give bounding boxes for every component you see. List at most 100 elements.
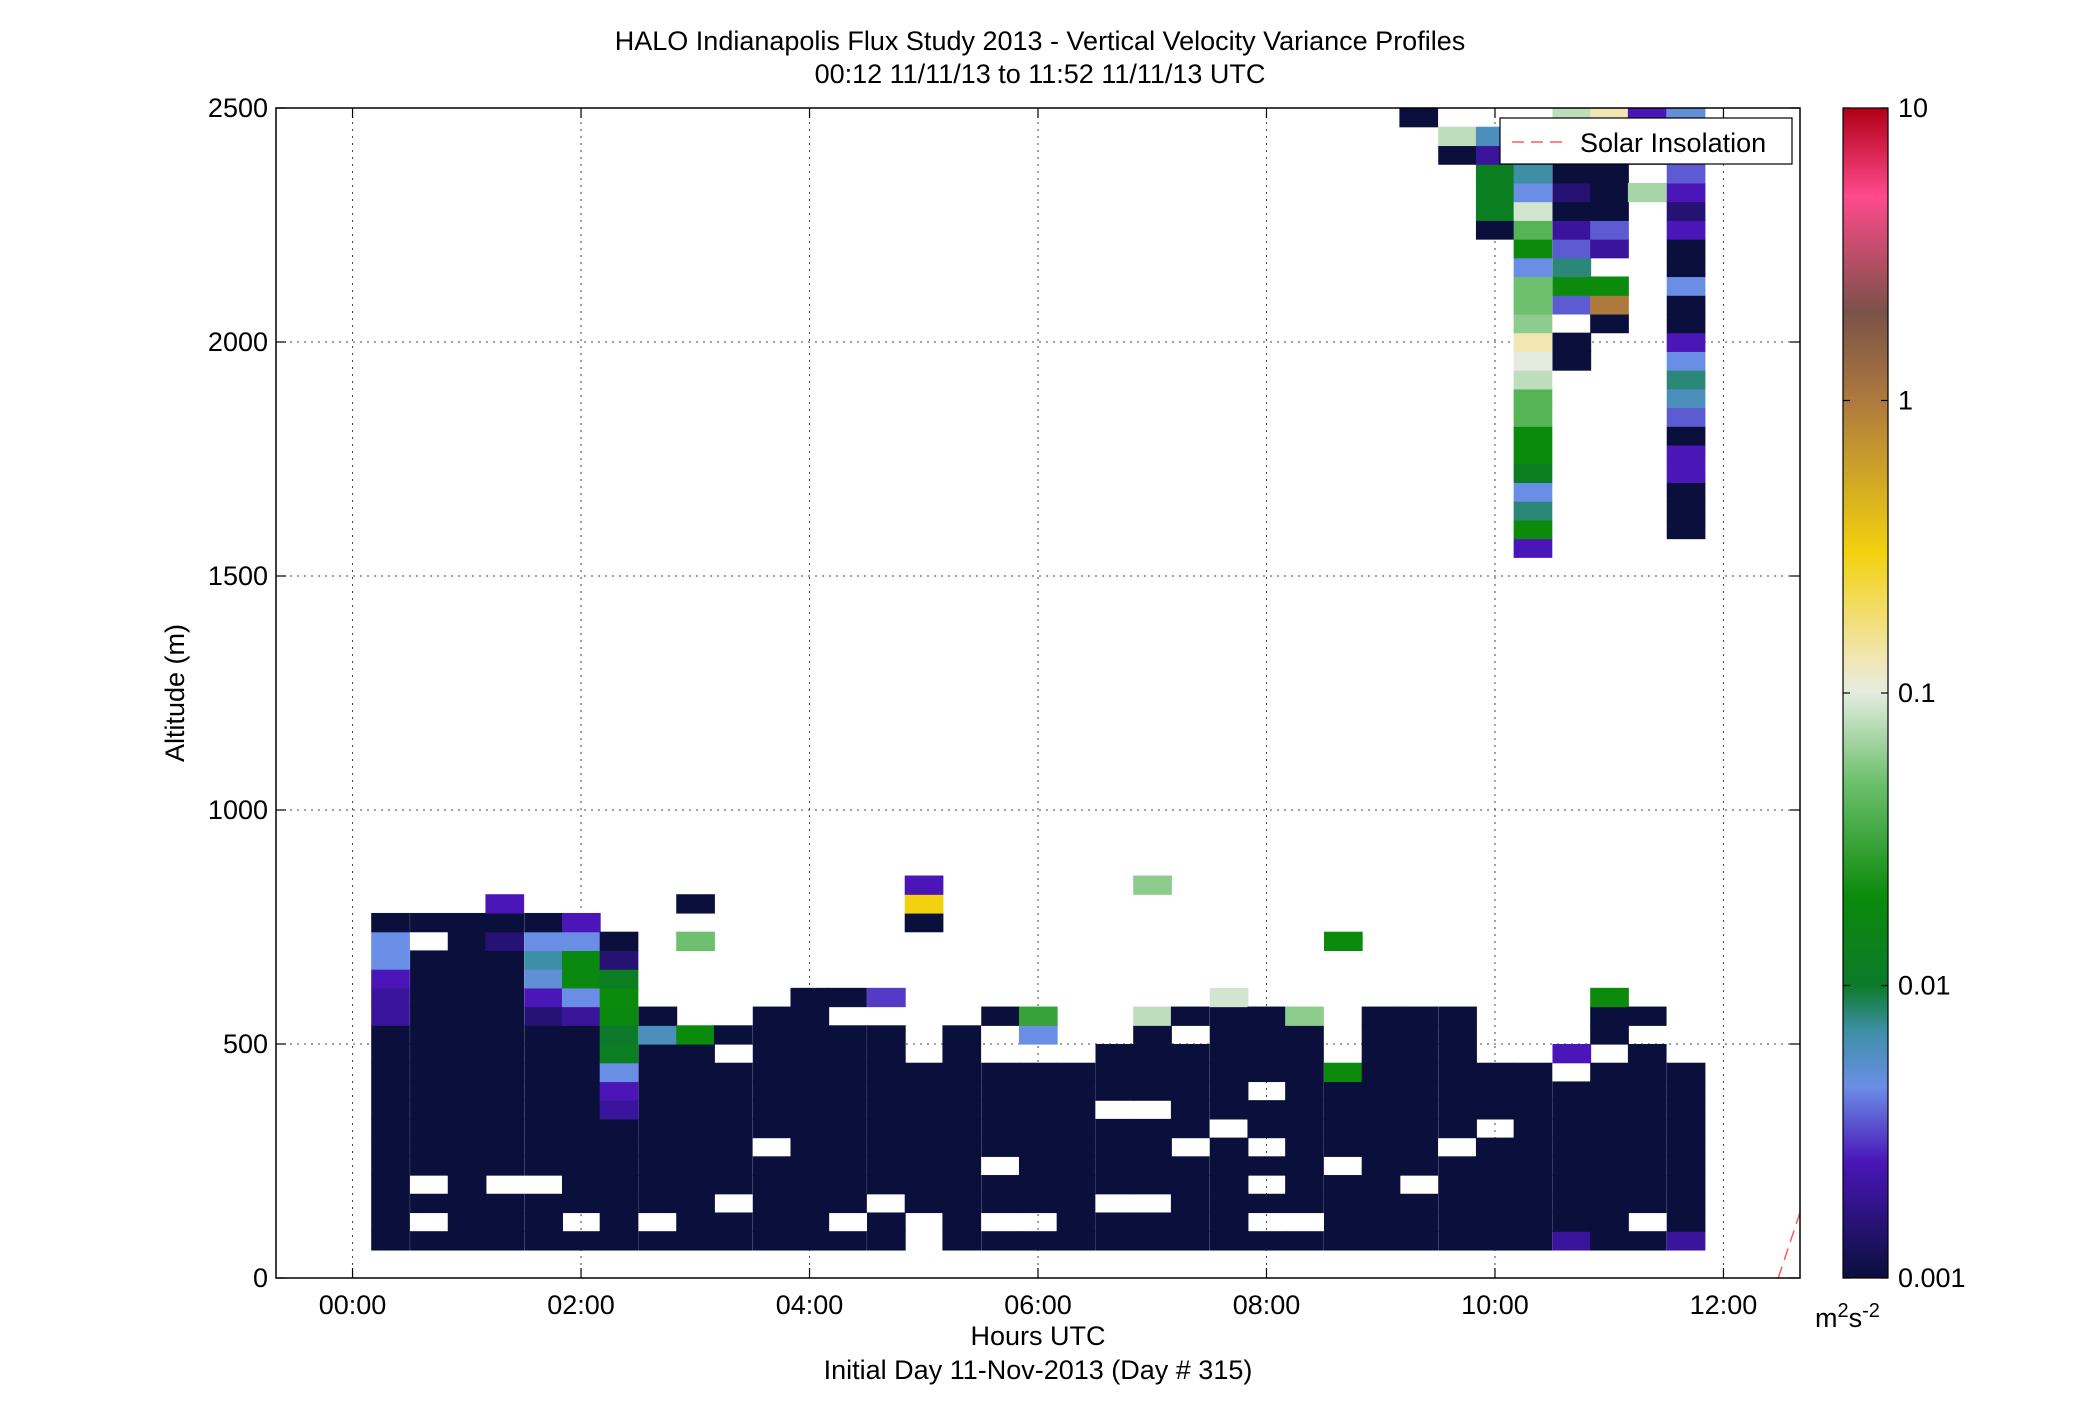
heatmap-cell bbox=[1361, 1025, 1401, 1045]
heatmap-cell bbox=[1666, 370, 1706, 390]
heatmap-cell bbox=[485, 1100, 525, 1120]
heatmap-cell bbox=[371, 950, 410, 970]
heatmap-cell bbox=[1438, 126, 1477, 147]
heatmap-cell bbox=[524, 1212, 563, 1232]
heatmap-cell bbox=[1018, 1025, 1058, 1045]
heatmap-cell bbox=[1666, 1081, 1706, 1101]
heatmap-cell bbox=[790, 1212, 830, 1232]
heatmap-cell bbox=[1475, 1156, 1515, 1176]
heatmap-cell bbox=[485, 1212, 525, 1232]
heatmap-cell bbox=[790, 1156, 830, 1176]
heatmap-cell bbox=[790, 1006, 830, 1026]
heatmap-cell bbox=[828, 1081, 867, 1101]
heatmap-cell bbox=[371, 1212, 410, 1232]
heatmap-cell bbox=[599, 1231, 639, 1251]
heatmap-cell bbox=[676, 894, 715, 914]
heatmap-cell bbox=[1018, 1006, 1058, 1026]
heatmap-cell bbox=[485, 1025, 525, 1045]
heatmap-cell bbox=[1056, 1175, 1096, 1195]
heatmap-cell bbox=[1361, 1137, 1401, 1157]
heatmap-cell bbox=[1666, 407, 1706, 427]
heatmap-cell bbox=[561, 1193, 601, 1214]
heatmap-cell bbox=[1590, 1231, 1629, 1251]
heatmap-cell bbox=[942, 1044, 982, 1064]
heatmap-cell bbox=[1666, 1231, 1706, 1251]
heatmap-cell bbox=[371, 1175, 410, 1195]
colorbar-gradient bbox=[1842, 107, 1889, 1279]
colorbar-tick-label: 10 bbox=[1898, 93, 1928, 123]
heatmap-cell bbox=[1438, 1175, 1477, 1195]
heatmap-cell bbox=[599, 1175, 639, 1195]
heatmap-cell bbox=[561, 950, 601, 970]
heatmap-cell bbox=[1399, 1062, 1439, 1083]
heatmap-cell bbox=[790, 1137, 830, 1157]
heatmap-cell bbox=[676, 1081, 715, 1101]
heatmap-cell bbox=[1438, 1025, 1477, 1045]
heatmap-cell bbox=[1513, 1175, 1553, 1195]
heatmap-cell bbox=[1095, 1156, 1135, 1176]
heatmap-cell bbox=[1361, 1193, 1401, 1214]
heatmap-cell bbox=[447, 969, 487, 989]
heatmap-cell bbox=[942, 1212, 982, 1232]
heatmap-cell bbox=[1095, 1062, 1135, 1083]
heatmap-cell bbox=[410, 969, 449, 989]
heatmap-cell bbox=[485, 1137, 525, 1157]
heatmap-cell bbox=[524, 987, 563, 1008]
heatmap-cell bbox=[1209, 1062, 1249, 1083]
colorbar: 0.001 0.01 0.1 1 10 m2s-2 bbox=[1815, 93, 1966, 1333]
heatmap-cell bbox=[1209, 1044, 1249, 1064]
heatmap-cell bbox=[1133, 1006, 1172, 1026]
heatmap-cell bbox=[867, 1025, 906, 1045]
heatmap-cell bbox=[1209, 1193, 1249, 1214]
heatmap-cell bbox=[1475, 1212, 1515, 1232]
heatmap-cell bbox=[447, 1137, 487, 1157]
heatmap-cell bbox=[599, 1006, 639, 1026]
heatmap-cell bbox=[638, 1044, 678, 1064]
heatmap-cell bbox=[371, 1081, 410, 1101]
heatmap-cell bbox=[1361, 1175, 1401, 1195]
heatmap-cell bbox=[1133, 1044, 1172, 1064]
heatmap-cell bbox=[942, 1137, 982, 1157]
heatmap-cell bbox=[1056, 1212, 1096, 1232]
heatmap-cell bbox=[447, 1100, 487, 1120]
heatmap-cell bbox=[867, 1062, 906, 1083]
heatmap-cell bbox=[1247, 1062, 1287, 1083]
heatmap-cell bbox=[1513, 295, 1553, 315]
heatmap-cell bbox=[828, 1156, 867, 1176]
heatmap-cell bbox=[1399, 1025, 1439, 1045]
heatmap-cell bbox=[1323, 1062, 1363, 1083]
heatmap-cell bbox=[867, 1118, 906, 1139]
heatmap-cell bbox=[371, 1137, 410, 1157]
y-tick-label: 1000 bbox=[208, 795, 268, 825]
heatmap-cell bbox=[1170, 1175, 1210, 1195]
heatmap-cell bbox=[1399, 1100, 1439, 1120]
heatmap-cell bbox=[410, 1044, 449, 1064]
heatmap-cell bbox=[485, 1156, 525, 1176]
heatmap-cell bbox=[1666, 164, 1706, 184]
heatmap-cell bbox=[1133, 1212, 1172, 1232]
legend-entry-solar-insolation: Solar Insolation bbox=[1580, 128, 1766, 158]
heatmap-cell bbox=[1513, 1137, 1553, 1157]
heatmap-cell bbox=[1438, 1100, 1477, 1120]
heatmap-cell bbox=[1056, 1062, 1096, 1083]
heatmap-cell bbox=[1170, 1100, 1210, 1120]
heatmap-cell bbox=[1247, 1193, 1287, 1214]
heatmap-cell bbox=[1552, 220, 1592, 240]
heatmap-cell bbox=[1056, 1100, 1096, 1120]
heatmap-cell bbox=[1285, 1175, 1324, 1195]
heatmap-cell bbox=[410, 1156, 449, 1176]
heatmap-cell bbox=[1513, 501, 1553, 521]
heatmap-cell bbox=[1133, 1025, 1172, 1045]
heatmap-cell bbox=[447, 1118, 487, 1139]
heatmap-cell bbox=[561, 1156, 601, 1176]
x-axis-label: Hours UTC bbox=[970, 1321, 1105, 1351]
heatmap-cell bbox=[1323, 1118, 1363, 1139]
heatmap-cell bbox=[867, 1212, 906, 1232]
heatmap-cell bbox=[1247, 1006, 1287, 1026]
heatmap-cell bbox=[942, 1193, 982, 1214]
y-tick-label: 1500 bbox=[208, 561, 268, 591]
heatmap-cell bbox=[1666, 501, 1706, 521]
heatmap-cell bbox=[1552, 164, 1592, 184]
heatmap-cell bbox=[790, 1118, 830, 1139]
